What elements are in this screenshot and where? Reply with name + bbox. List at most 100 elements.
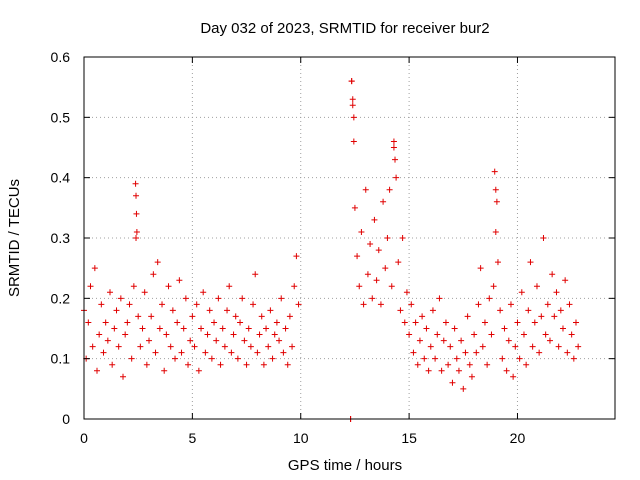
data-point xyxy=(481,319,488,326)
data-point xyxy=(570,355,577,362)
data-point xyxy=(399,235,406,241)
data-point xyxy=(406,331,413,338)
data-point xyxy=(224,307,231,314)
data-point xyxy=(377,301,384,308)
data-point xyxy=(206,307,213,314)
data-point xyxy=(280,349,287,356)
data-point xyxy=(423,325,430,332)
data-point xyxy=(154,259,161,266)
data-point xyxy=(382,265,389,272)
data-point xyxy=(133,228,140,235)
data-point xyxy=(232,313,239,320)
y-tick-label: 0.6 xyxy=(51,49,71,65)
data-point xyxy=(133,210,140,217)
data-point xyxy=(512,343,519,350)
data-point xyxy=(137,343,144,350)
data-point xyxy=(239,295,246,302)
data-point xyxy=(572,319,579,326)
data-point xyxy=(295,301,302,308)
data-point xyxy=(286,313,293,320)
data-point xyxy=(198,325,205,332)
data-point xyxy=(117,295,124,302)
data-point xyxy=(449,379,456,386)
data-point xyxy=(156,325,163,332)
data-point xyxy=(265,343,272,350)
data-point xyxy=(542,331,549,338)
data-point xyxy=(260,361,267,368)
data-point xyxy=(403,289,410,296)
data-point xyxy=(364,271,371,278)
data-point xyxy=(525,307,532,314)
data-point xyxy=(514,319,521,326)
data-point xyxy=(471,331,478,338)
data-point xyxy=(386,186,393,193)
data-point xyxy=(282,325,289,332)
y-tick-label: 0.1 xyxy=(51,351,71,367)
data-point xyxy=(458,337,465,344)
data-point xyxy=(250,301,257,308)
data-point xyxy=(367,241,374,248)
data-point xyxy=(555,343,562,350)
data-point xyxy=(174,319,181,326)
data-point xyxy=(213,337,220,344)
data-point xyxy=(284,361,291,368)
data-point xyxy=(139,325,146,332)
data-point xyxy=(133,235,140,241)
data-point xyxy=(562,277,569,284)
data-point xyxy=(133,192,140,199)
data-point xyxy=(150,271,157,278)
chart-title: Day 032 of 2023, SRMTID for receiver bur… xyxy=(200,20,489,37)
data-point xyxy=(503,367,510,374)
data-point xyxy=(217,361,224,368)
data-point xyxy=(289,343,296,350)
data-point xyxy=(237,319,244,326)
data-point xyxy=(100,349,107,356)
data-point xyxy=(89,343,96,350)
data-point xyxy=(388,283,395,290)
data-point xyxy=(94,367,101,374)
data-point xyxy=(111,325,118,332)
data-point xyxy=(221,343,228,350)
data-point xyxy=(390,138,397,145)
data-point xyxy=(505,337,512,344)
data-point xyxy=(427,343,434,350)
data-point xyxy=(102,319,109,326)
data-point xyxy=(425,367,432,374)
data-point xyxy=(350,114,357,121)
y-tick-label: 0.3 xyxy=(51,230,71,246)
data-point xyxy=(146,337,153,344)
data-point xyxy=(432,355,439,362)
data-point xyxy=(104,337,111,344)
data-point xyxy=(360,301,367,308)
data-point xyxy=(488,331,495,338)
data-point xyxy=(414,361,421,368)
data-point xyxy=(466,361,473,368)
data-point xyxy=(553,289,560,296)
data-point xyxy=(191,343,198,350)
data-point xyxy=(384,235,391,241)
data-point xyxy=(393,174,400,181)
data-point xyxy=(419,313,426,320)
data-point xyxy=(215,295,222,302)
data-point xyxy=(141,289,148,296)
data-point xyxy=(438,367,445,374)
data-point xyxy=(348,78,355,85)
data-point xyxy=(148,313,155,320)
data-point xyxy=(551,313,558,320)
data-point xyxy=(193,301,200,308)
data-point xyxy=(408,301,415,308)
data-point xyxy=(243,361,250,368)
data-point xyxy=(351,204,358,211)
grid-lines xyxy=(84,57,615,419)
data-point xyxy=(293,253,300,260)
data-point xyxy=(349,102,356,109)
data-point xyxy=(533,283,540,290)
data-point xyxy=(401,319,408,326)
data-point xyxy=(492,186,499,193)
data-point xyxy=(120,373,127,380)
data-point xyxy=(375,247,382,254)
data-point xyxy=(523,361,530,368)
data-point xyxy=(245,325,252,332)
data-point xyxy=(479,343,486,350)
data-point xyxy=(256,331,263,338)
